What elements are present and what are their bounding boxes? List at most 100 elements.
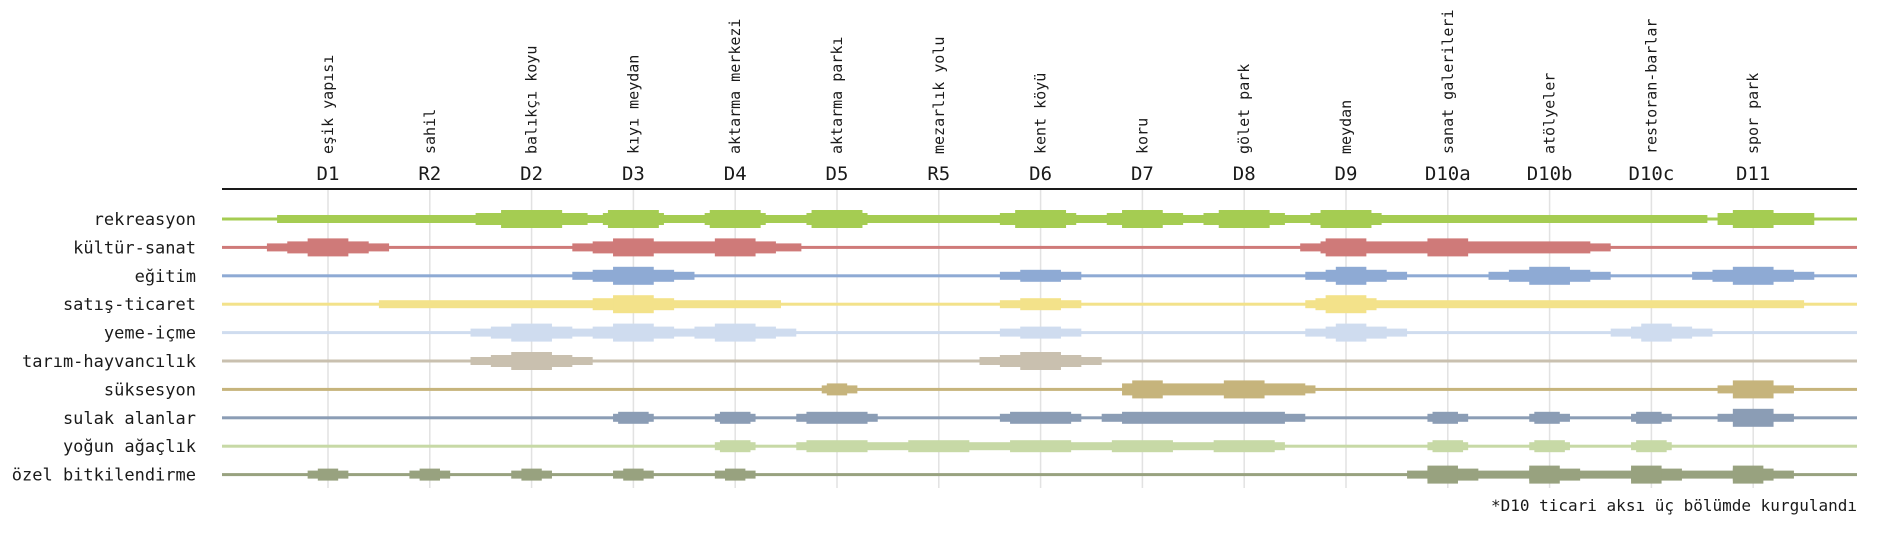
band-segment: [1223, 380, 1265, 399]
band-segment: [1529, 266, 1570, 285]
band-segment: [1213, 440, 1275, 453]
column-headers: D1 eşik yapısı R2 sahil D2 balıkçı koyu D3 kıyı…: [317, 10, 1771, 186]
band-segment: [1732, 380, 1774, 399]
band-segment: [1305, 300, 1805, 309]
band-segment: [307, 238, 349, 257]
band-segment: [1020, 269, 1061, 282]
column-name: kent köyü: [1032, 73, 1050, 154]
row-label: süksesyon: [104, 380, 196, 400]
column-name: atölyeler: [1541, 73, 1559, 154]
band-segment: [1111, 440, 1173, 453]
band-segment: [501, 210, 563, 228]
row-label: satış-ticaret: [63, 295, 196, 315]
band-segment: [714, 323, 756, 342]
band-segment: [613, 323, 654, 342]
column-name: eşik yapısı: [319, 55, 337, 154]
row-3: satış-ticaret: [63, 295, 1857, 315]
band-segment: [1529, 465, 1560, 484]
column-name: spor park: [1744, 73, 1762, 154]
band-segment: [1732, 408, 1774, 427]
column-code: D8: [1233, 163, 1256, 185]
band-segment: [277, 215, 1708, 223]
column-name: gölet park: [1235, 64, 1253, 154]
band-segment: [317, 468, 339, 481]
band-segment: [1325, 295, 1367, 314]
band-segment: [1534, 440, 1565, 453]
band-segment: [521, 468, 542, 481]
band-segment: [419, 468, 440, 481]
band-segment: [1325, 238, 1367, 257]
band-segment: [806, 411, 868, 424]
row-9: özel bitkilendirme: [12, 465, 1857, 486]
column-name: sahil: [421, 109, 439, 154]
row-5: tarım-hayvancılık: [22, 352, 1857, 372]
column-code: D10a: [1425, 163, 1471, 185]
row-4: yeme-içme: [104, 323, 1857, 344]
row-1: kültür-sanat: [73, 238, 1857, 258]
footnote: *D10 ticari aksı üç bölümde kurgulandı: [1491, 496, 1857, 515]
column-code: R2: [418, 163, 441, 185]
column-code: D1: [317, 163, 340, 185]
band-segment: [613, 266, 654, 285]
column-name: mezarlık yolu: [930, 37, 948, 154]
column-code: D6: [1029, 163, 1052, 185]
band-segment: [1432, 411, 1458, 424]
column-name: koru: [1133, 118, 1151, 154]
column-name: sanat galerileri: [1439, 10, 1457, 155]
band-segment: [613, 238, 654, 257]
band-segment: [719, 411, 751, 424]
band-segment: [1636, 411, 1662, 424]
row-0: rekreasyon: [94, 210, 1857, 230]
band-segment: [613, 295, 654, 314]
band-segment: [1732, 465, 1764, 484]
band-segment: [1432, 440, 1464, 453]
row-baseline: [222, 473, 1857, 477]
band-segment: [1132, 380, 1163, 399]
band-segment: [1732, 266, 1774, 285]
band-segment: [607, 210, 659, 228]
column-name: aktarma merkezi: [726, 19, 744, 154]
band-segment: [1020, 352, 1061, 370]
column-name: kıyı meydan: [624, 55, 642, 154]
band-segment: [1427, 238, 1469, 257]
row-label: tarım-hayvancılık: [22, 352, 196, 372]
row-2: eğitim: [135, 266, 1857, 287]
band-segment: [1010, 440, 1072, 453]
band-segment: [709, 210, 761, 228]
column-code: R5: [927, 163, 950, 185]
row-label: yeme-içme: [104, 324, 196, 344]
rows: rekreasyon kültür-sanat eğitim satış-ticare…: [12, 210, 1857, 486]
column-code: D11: [1736, 163, 1770, 185]
band-segment: [1732, 210, 1774, 228]
band-segment: [1631, 465, 1662, 484]
band-segment: [811, 210, 863, 228]
row-label: yoğun ağaçlık: [63, 437, 196, 457]
band-segment: [1427, 465, 1458, 484]
band-segment: [618, 411, 649, 424]
band-segment: [1218, 210, 1270, 228]
column-code: D10b: [1527, 163, 1573, 185]
band-segment: [623, 468, 644, 481]
row-8: yoğun ağaçlık: [63, 437, 1857, 457]
column-name: meydan: [1337, 100, 1355, 154]
column-code: D5: [826, 163, 849, 185]
row-baseline: [222, 245, 1857, 249]
band-segment: [1407, 470, 1794, 479]
band-segment: [1636, 440, 1667, 453]
row-label: kültür-sanat: [73, 238, 196, 258]
band-segment: [719, 440, 751, 453]
band-segment: [908, 440, 970, 453]
band-segment: [1122, 411, 1285, 424]
band-segment: [1320, 210, 1372, 228]
band-segment: [1122, 210, 1163, 228]
band-segment: [1534, 411, 1560, 424]
band-segment: [1020, 298, 1061, 311]
row-baseline: [222, 387, 1857, 391]
band-segment: [378, 300, 782, 309]
row-6: süksesyon: [104, 380, 1857, 400]
column-code: D3: [622, 163, 645, 185]
band-segment: [511, 323, 552, 342]
row-label: sulak alanlar: [63, 409, 196, 429]
band-segment: [1010, 411, 1072, 424]
